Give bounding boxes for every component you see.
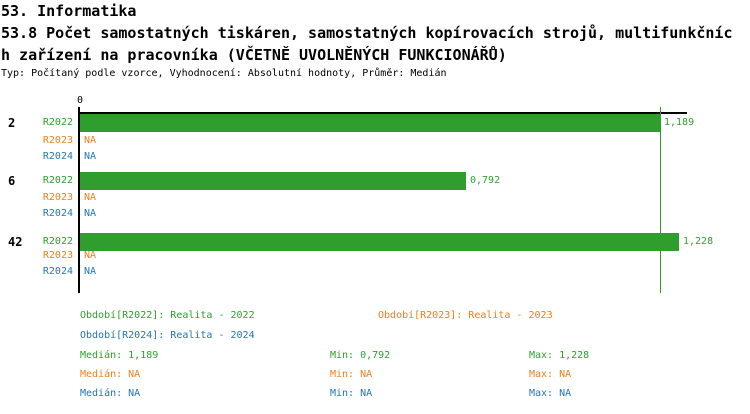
legend-median-r2022: Medián: 1,189 [80,350,159,361]
bar-row: R2022 1,228 [40,233,713,251]
series-label-r2022: R2022 [42,117,73,128]
bar-value-label: 1,189 [664,117,695,128]
bar-r2022 [80,114,660,132]
series-label-r2023: R2023 [42,192,73,203]
na-row: R2024 NA [40,208,96,220]
indicator-meta-line: Typ: Počítaný podle vzorce, Vyhodnocení:… [1,68,447,79]
legend-period-r2022: Období[R2022]: Realita - 2022 [80,310,255,321]
legend-period-r2023: Období[R2023]: Realita - 2023 [378,310,553,321]
legend-min-r2023: Min: NA [330,369,373,380]
na-row: R2024 NA [40,266,96,278]
na-value-label: NA [84,250,97,261]
bar-value-label: 1,228 [683,236,714,247]
bar-r2022 [80,172,466,190]
series-label-r2024: R2024 [42,151,73,162]
legend-median-r2023: Medián: NA [80,369,141,380]
legend-max-r2022: Max: 1,228 [529,350,590,361]
na-row: R2024 NA [40,151,96,163]
bar-r2022 [80,233,679,251]
indicator-title-line1: 53.8 Počet samostatných tiskáren, samost… [1,24,733,42]
na-value-label: NA [84,208,97,219]
legend-min-r2024: Min: NA [330,388,373,399]
na-row: R2023 NA [40,135,96,147]
na-row: R2023 NA [40,192,96,204]
legend-max-r2024: Max: NA [529,388,572,399]
na-value-label: NA [84,135,97,146]
median-reference-line [660,107,661,293]
group-label: 2 [8,116,16,130]
x-axis-line [78,112,687,114]
na-row: R2023 NA [40,250,96,262]
series-label-r2023: R2023 [42,135,73,146]
legend-min-r2022: Min: 0,792 [330,350,391,361]
group-label: 6 [8,174,16,188]
group-label: 42 [8,235,23,249]
indicator-title-line2: h zařízení na pracovníka (VČETNĚ UVOLNĚN… [1,46,507,64]
bar-value-label: 0,792 [470,175,501,186]
series-label-r2022: R2022 [42,236,73,247]
bar-row: R2022 0,792 [40,172,500,190]
series-label-r2023: R2023 [42,250,73,261]
legend-period-r2024: Období[R2024]: Realita - 2024 [80,330,255,341]
bar-row: R2022 1,189 [40,114,694,132]
x-axis-zero-tick-label: 0 [76,95,84,106]
series-label-r2024: R2024 [42,266,73,277]
series-label-r2024: R2024 [42,208,73,219]
na-value-label: NA [84,266,97,277]
na-value-label: NA [84,151,97,162]
series-label-r2022: R2022 [42,175,73,186]
legend-median-r2024: Medián: NA [80,388,141,399]
legend-max-r2023: Max: NA [529,369,572,380]
na-value-label: NA [84,192,97,203]
section-title: 53. Informatika [1,2,137,20]
y-axis-line [78,107,80,293]
